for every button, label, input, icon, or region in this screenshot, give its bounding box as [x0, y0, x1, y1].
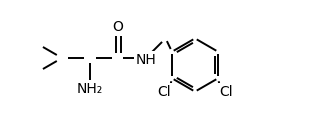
- Text: NH: NH: [136, 53, 156, 67]
- Text: NH₂: NH₂: [77, 82, 103, 96]
- Text: Cl: Cl: [219, 85, 233, 99]
- Text: Cl: Cl: [157, 85, 171, 99]
- Text: O: O: [112, 20, 124, 34]
